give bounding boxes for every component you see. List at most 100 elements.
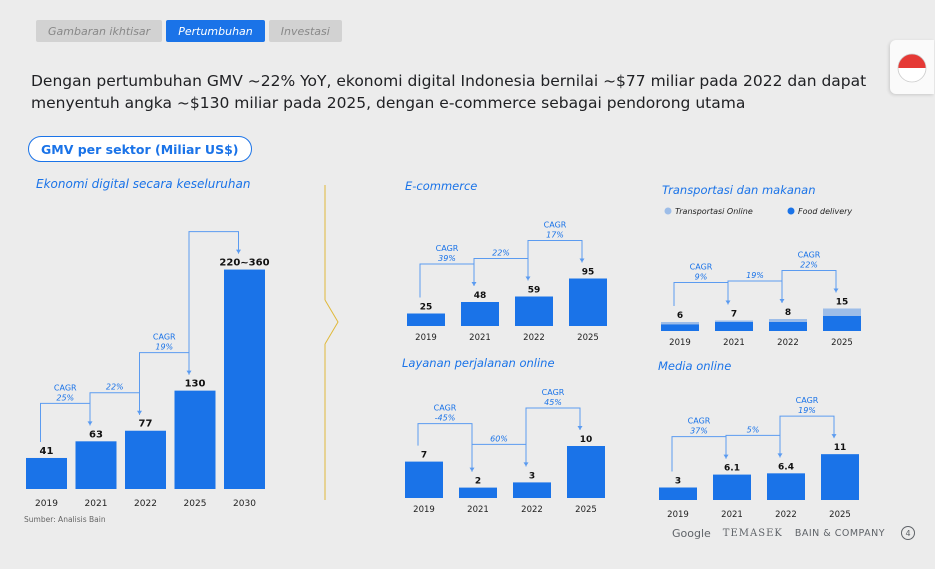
chart-4-tick-label: 2019 — [667, 510, 689, 520]
page-number: 4 — [901, 526, 916, 540]
tab-gambaran-ikhtisar[interactable]: Gambaran ikhtisar — [36, 20, 163, 42]
chart-4-cagr-value: 5% — [747, 425, 760, 434]
chart-1-cagr-bracket — [419, 263, 475, 298]
chart-4-cagr-value: 19% — [798, 406, 816, 415]
chart-4-cagr-label: CAGR — [796, 396, 819, 405]
chart-4-tick-label: 2025 — [829, 510, 851, 520]
indonesia-flag-badge — [890, 40, 934, 94]
chart-3-cagr-value: -45% — [435, 414, 456, 423]
chart-2-cagr-label: CAGR — [690, 263, 713, 272]
chart-1-cagr-value: 39% — [438, 254, 456, 263]
chart-0-bar — [224, 269, 265, 489]
legend-label-food-delivery: Food delivery — [798, 207, 852, 216]
chart-1-tick-label: 2021 — [469, 333, 491, 343]
chart-3-tick-label: 2025 — [575, 505, 597, 515]
tab-pertumbuhan[interactable]: Pertumbuhan — [166, 20, 265, 42]
chart-3-cagr-arrow — [577, 426, 583, 430]
chart-2-value-label: 15 — [836, 298, 849, 308]
chart-4-bar — [821, 454, 859, 500]
chart-0-cagr-arrow — [236, 249, 241, 254]
google-logo: Google — [672, 526, 711, 540]
chart-1-cagr-value: 17% — [546, 231, 564, 240]
chart-4-value-label: 6.4 — [778, 462, 794, 472]
divider-chevron — [324, 299, 339, 345]
chart-1-cagr-arrow — [579, 258, 585, 263]
chart-0-tick-label: 2022 — [134, 499, 157, 509]
chart-3-tick-label: 2019 — [413, 505, 435, 515]
chart-1-cagr-label: CAGR — [544, 221, 567, 230]
legend-swatch-food-delivery — [787, 207, 795, 215]
chart-3-value-label: 2 — [475, 477, 481, 487]
chart-2-cagr-value: 9% — [695, 273, 708, 282]
chart-0-bar — [174, 390, 216, 489]
chart-4-cagr-label: CAGR — [688, 417, 711, 426]
chart-1-tick-label: 2022 — [523, 333, 545, 343]
chart-2-bar-food-delivery — [661, 324, 699, 331]
chart-2-value-label: 7 — [731, 310, 737, 320]
chart-4-tick-label: 2022 — [775, 510, 797, 520]
chart-2-cagr-arrow — [833, 288, 839, 293]
chart-3-bar — [459, 487, 497, 498]
chart-4-bar — [659, 487, 697, 500]
chart-2-bar-transportasi — [715, 320, 753, 322]
partner-logos: Google TEMASEK BAIN & COMPANY 4 — [672, 526, 916, 540]
chart-3-value-label: 7 — [421, 451, 427, 461]
chart-2-cagr-label: CAGR — [798, 251, 821, 260]
chart-4-bar — [767, 473, 805, 500]
chart-0-cagr-bracket — [40, 402, 91, 442]
chart-0-value-label: 130 — [185, 379, 206, 390]
bain-logo: BAIN & COMPANY — [794, 527, 886, 539]
chart-3-tick-label: 2022 — [521, 505, 543, 515]
chart-2-bar-food-delivery — [823, 316, 861, 331]
chart-0-cagr-label: CAGR — [153, 333, 176, 342]
temasek-logo: TEMASEK — [722, 527, 783, 539]
chart-0-cagr-label: CAGR — [54, 383, 77, 392]
legend-swatch-transportasi — [664, 207, 672, 215]
chart-3-cagr-bracket — [471, 443, 527, 472]
chart-1-cagr-label: CAGR — [436, 244, 459, 253]
chart-2-title: Transportasi dan makanan — [662, 183, 816, 197]
chart-2-bar-food-delivery — [715, 322, 753, 331]
chart-0-cagr-value: 25% — [56, 393, 74, 402]
chart-3-value-label: 3 — [529, 471, 535, 481]
chart-2-cagr-bracket — [727, 280, 783, 305]
chart-4-tick-label: 2021 — [721, 510, 743, 520]
chart-2-tick-label: 2021 — [723, 338, 745, 348]
section-pill: GMV per sektor (Miliar US$) — [28, 136, 252, 162]
chart-3-cagr-value: 45% — [544, 398, 562, 407]
chart-0-bar — [75, 441, 117, 489]
tab-investasi[interactable]: Investasi — [268, 20, 342, 42]
chart-1-value-label: 59 — [528, 286, 541, 296]
chart-4-value-label: 6.1 — [724, 464, 740, 474]
chart-0-value-label: 41 — [40, 446, 54, 457]
chart-0-cagr-bracket — [89, 392, 140, 426]
chart-0-bar — [125, 430, 166, 489]
chart-4-cagr-bracket — [779, 415, 835, 458]
chart-4-value-label: 3 — [675, 477, 681, 487]
chart-3-cagr-label: CAGR — [434, 404, 457, 413]
chart-2-cagr-bracket — [673, 282, 729, 306]
chart-1-tick-label: 2025 — [577, 333, 599, 343]
chart-3-tick-label: 2021 — [467, 505, 489, 515]
tab-bar: Gambaran ikhtisar Pertumbuhan Investasi — [36, 20, 342, 42]
chart-4-cagr-bracket — [725, 434, 781, 459]
chart-1-value-label: 25 — [420, 303, 433, 313]
chart-1-cagr-value: 22% — [492, 249, 510, 258]
chart-0-value-label: 77 — [139, 419, 153, 430]
chart-1-bar — [461, 302, 499, 326]
chart-2-tick-label: 2022 — [777, 338, 799, 348]
chart-3-value-label: 10 — [580, 435, 593, 445]
chart-0-tick-label: 2019 — [35, 499, 58, 509]
chart-3-bar — [567, 446, 605, 498]
chart-4-cagr-value: 37% — [690, 427, 708, 436]
chart-2-cagr-value: 22% — [800, 261, 818, 270]
chart-2-tick-label: 2019 — [669, 338, 691, 348]
chart-2-value-label: 8 — [785, 308, 791, 318]
chart-4-title: Media online — [658, 359, 731, 373]
chart-2-cagr-bracket — [781, 270, 837, 303]
chart-0-value-label: 63 — [89, 429, 103, 440]
chart-1-bar — [407, 313, 445, 326]
chart-0-bar — [26, 457, 67, 489]
chart-3-cagr-bracket — [525, 407, 581, 467]
